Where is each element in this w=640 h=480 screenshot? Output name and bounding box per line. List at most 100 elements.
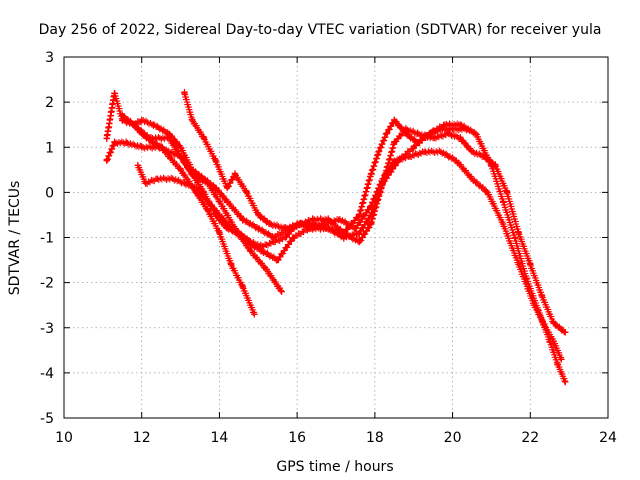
data-point [142,180,149,187]
data-points [103,88,569,386]
data-point [111,139,118,146]
data-point [278,288,285,295]
x-tick-label: 10 [55,430,73,446]
data-point [231,171,239,178]
data-point [550,320,557,327]
data-point [367,171,375,178]
data-point [119,112,126,119]
data-point [282,234,289,241]
data-point [562,378,569,386]
data-point [558,356,565,363]
data-point [212,184,219,192]
data-point [227,225,235,232]
data-point [255,211,262,219]
data-point [177,166,184,174]
data-point [262,265,270,273]
data-point [325,216,332,223]
data-point [216,211,223,219]
data-point [103,135,110,142]
data-point [130,121,138,128]
data-point [375,148,382,155]
data-point [138,144,145,151]
chart-title: Day 256 of 2022, Sidereal Day-to-day VTE… [39,22,602,38]
data-point [457,135,464,142]
data-point [255,225,262,232]
data-point [282,225,289,232]
data-point [138,116,145,124]
y-tick-label: -4 [40,366,54,382]
data-point [216,229,223,237]
data-point [224,184,231,192]
data-point [542,324,550,331]
y-tick-label: -3 [40,321,54,337]
data-point [177,153,184,160]
series-track-1 [103,138,258,318]
data-point [429,135,437,142]
x-tick-label: 18 [366,430,384,446]
data-point [138,130,145,137]
x-tick-label: 14 [211,430,229,446]
data-point [453,157,460,164]
data-point [165,148,173,155]
data-point [391,139,398,146]
data-point [356,229,363,237]
data-point [550,338,557,345]
data-point [154,175,161,183]
data-point [391,116,398,124]
data-point [422,148,429,155]
data-point [227,261,235,268]
y-tick-label: 1 [45,140,54,156]
data-point [437,148,445,155]
y-tick-label: 0 [45,185,54,201]
data-point [204,198,211,205]
data-point [367,202,375,210]
data-point [503,189,511,196]
data-point [356,211,363,219]
y-tick-label: 2 [45,95,54,111]
data-point [212,157,219,164]
x-tick-label: 22 [521,430,539,446]
data-point [247,247,254,255]
data-point [239,216,246,223]
data-point [243,238,250,246]
data-point [492,162,499,169]
data-point [243,189,250,196]
data-point [391,157,398,164]
data-point [122,139,130,146]
data-point [192,184,200,192]
data-point [305,225,312,232]
data-point [239,283,246,291]
data-point [266,220,274,228]
data-point [406,153,414,160]
data-point [200,135,208,142]
data-point [177,144,184,151]
data-point [402,126,410,133]
data-point [379,180,386,187]
y-tick-label: -5 [40,411,54,427]
data-point [445,130,452,137]
data-point [181,89,188,97]
data-point [309,216,316,223]
data-point [527,261,534,268]
data-point [499,220,507,228]
data-point [103,157,110,164]
data-point [321,220,328,228]
x-tick-label: 20 [444,430,462,446]
data-point [530,301,538,309]
data-point [216,198,223,205]
series-track-5 [134,147,565,363]
data-point [189,166,196,174]
x-tick-label: 24 [599,430,617,446]
series-track-6 [181,88,569,336]
data-point [150,139,157,146]
data-point [270,234,278,241]
data-point [336,216,344,223]
data-point [111,89,118,97]
y-tick-label: 3 [45,50,54,66]
data-point [480,153,487,160]
data-point [251,311,258,318]
data-point [258,247,266,255]
data-point [224,198,231,205]
